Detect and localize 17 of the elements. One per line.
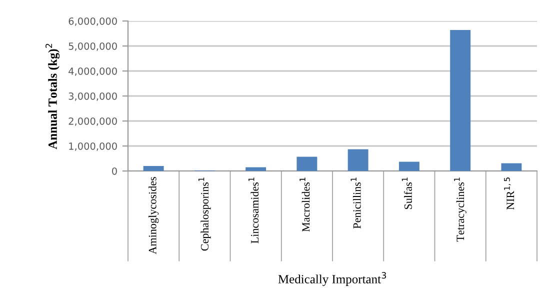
y-axis-title: Annual Totals (kg)$^{2}$ <box>46 44 60 150</box>
x-tick-label: Aminoglycosides <box>148 176 159 254</box>
y-tick-label: 5,000,000 <box>68 42 117 51</box>
y-tick-label: 3,000,000 <box>68 92 117 101</box>
y-tick-label: 1,000,000 <box>69 142 117 151</box>
y-tick-label: 2,000,000 <box>68 117 117 126</box>
x-tick-label: Penicillins$^{1}$ <box>350 178 361 229</box>
y-tick-label: 0 <box>112 167 117 175</box>
y-tick-label: 6,000,000 <box>68 17 117 26</box>
x-tick-label: Lincosamides$^{1}$ <box>248 178 259 244</box>
x-axis-title: Medically Important$^{3}$ <box>278 272 386 286</box>
x-tick-label: Sulfas$^{1}$ <box>402 178 412 210</box>
x-tick-label: Tetracyclines$^{1}$ <box>454 178 466 242</box>
y-tick-label: 4,000,000 <box>68 67 117 76</box>
x-tick-label: Macrolides$^{1}$ <box>300 178 310 232</box>
x-tick-label: NIR$^{1,5}$ <box>504 178 514 210</box>
x-tick-label: Cephalosporins$^{1}$ <box>198 178 211 251</box>
